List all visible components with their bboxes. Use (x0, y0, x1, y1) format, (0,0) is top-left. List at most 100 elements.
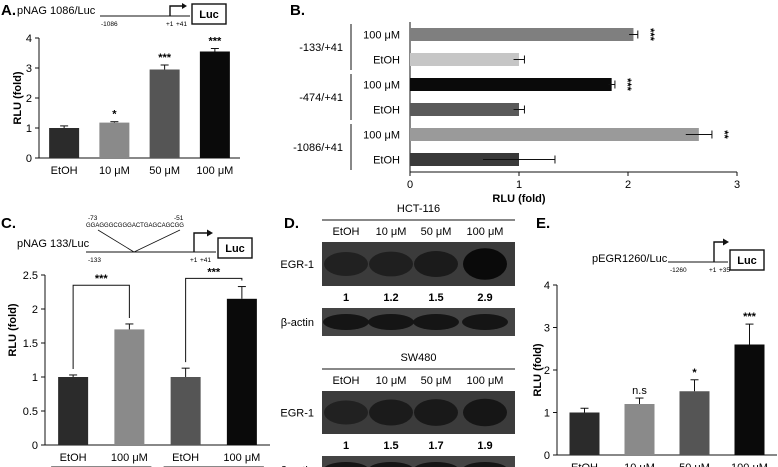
construct-c-zoom-left (97, 229, 135, 253)
construct-a-left: -1086 (101, 21, 118, 28)
blot-actin-band (463, 462, 507, 467)
chartE-ytick-label: 3 (544, 323, 550, 335)
chartC-bar (58, 377, 89, 445)
panel-d-label: D. (284, 215, 299, 232)
panel-e-label: E. (536, 215, 550, 232)
blot-cell-line: SW480 (400, 352, 436, 364)
blot-lane-label: 10 μM (376, 375, 407, 387)
chart-e-ylabel: RLU (fold) (532, 343, 544, 396)
blot-lane-label: 100 μM (467, 375, 504, 387)
blot-quant: 1.5 (428, 292, 443, 304)
blot-actin-band (369, 462, 413, 467)
construct-c-luc: Luc (225, 243, 245, 255)
blot-actin-band (413, 314, 459, 330)
blot-egr1-band (324, 252, 368, 276)
construct-c-tss-arrow (193, 232, 208, 252)
panel-a: A. pNAG 1086/Luc Luc -1086 +1 +41 RLU (f… (1, 2, 240, 177)
blot-actin-band (368, 314, 414, 330)
panel-b-label: B. (290, 2, 305, 19)
construct-c-zoom-right (133, 229, 181, 253)
blot-lane-label: 100 μM (467, 226, 504, 238)
blot-actin-membrane (322, 456, 515, 467)
chart-b-bar (410, 153, 519, 166)
construct-e-name: pEGR1260/Luc (592, 253, 668, 265)
construct-a-arrowhead (182, 3, 187, 9)
chartA-x-label: 100 μM (196, 165, 233, 177)
chart-b-category-label: EtOH (373, 55, 400, 67)
chart-a-ylabel: RLU (fold) (12, 71, 24, 124)
chart-b-significance: *** (621, 78, 633, 92)
construct-e-tss-arrow (713, 241, 724, 262)
chartC-bar (114, 329, 145, 445)
chart-b-xtick-label: 1 (516, 179, 522, 191)
chartA-bar (99, 122, 130, 158)
chartA-significance: *** (208, 36, 222, 48)
blot-lane-label: 50 μM (421, 375, 452, 387)
blot-egr1-band (414, 251, 458, 277)
chart-b-category-label: 100 μM (363, 80, 400, 92)
chartE-bar (624, 404, 655, 455)
chartE-significance: n.s (632, 385, 647, 397)
construct-c-end: +41 (200, 257, 211, 264)
chartA-ytick-label: 3 (26, 63, 32, 75)
chartC-x-label: EtOH (60, 452, 87, 464)
construct-c-name: pNAG 133/Luc (17, 238, 90, 250)
chartE-ytick-label: 4 (544, 280, 550, 292)
chart-b-group-label: -474/+41 (299, 92, 343, 104)
panel-c: C. -73 -51 GGAGGGCGGGACTGAGCAGCGG pNAG 1… (1, 215, 270, 467)
chart-c-significance: *** (95, 273, 109, 285)
blot-quant: 1.7 (428, 440, 443, 452)
chart-b-category-label: EtOH (373, 155, 400, 167)
chartE-significance: *** (743, 311, 757, 323)
blot-egr1-band (414, 399, 458, 426)
chartA-ytick-label: 4 (26, 33, 32, 45)
chartE-ytick-label: 1 (544, 408, 550, 420)
chartA-ytick-label: 0 (26, 153, 32, 165)
western-blots: HCT-116 EtOH 10 μM 50 μM 100 μM EGR-1 1 1.2 1.5 2… (280, 203, 515, 467)
chart-b-significance: *** (644, 28, 656, 42)
blot-lane-label: EtOH (333, 226, 360, 238)
blot-egr1-band (463, 398, 507, 427)
chartA-ytick-label: 1 (26, 123, 32, 135)
chart-b-group-label: -133/+41 (299, 42, 343, 54)
chartC-bar (170, 377, 201, 445)
construct-e-luc: Luc (737, 255, 757, 267)
blot-lane-label: EtOH (333, 375, 360, 387)
blot-quant: 1 (343, 440, 349, 452)
blot-quant: 1.5 (383, 440, 398, 452)
blot-quant: 1 (343, 292, 349, 304)
blot-lane-label: 50 μM (421, 226, 452, 238)
chartC-ytick-label: 2.5 (23, 270, 38, 282)
construct-c-tss: +1 (190, 257, 198, 264)
chart-b-xtick-label: 3 (734, 179, 740, 191)
chartA-significance: * (112, 109, 117, 121)
construct-a-tss: +1 (166, 21, 174, 28)
chart-b-xtick-label: 0 (407, 179, 413, 191)
blot-actin-band (462, 314, 508, 330)
blot-egr1-band (324, 400, 368, 425)
construct-c-luc-box (217, 237, 253, 259)
chartE-x-label: 10 μM (624, 462, 655, 467)
chart-b-significance: ** (718, 130, 730, 139)
blot-actin-band (323, 314, 369, 330)
panel-e: E. pEGR1260/Luc Luc -1260 +1 +35 RLU (fo… (532, 215, 777, 467)
chart-b-bar (410, 128, 699, 141)
construct-e-luc-box (729, 249, 765, 271)
chartA-x-label: 50 μM (149, 165, 180, 177)
chartA-ytick-label: 2 (26, 93, 32, 105)
construct-a-end: +41 (176, 21, 187, 28)
chartE-ytick-label: 2 (544, 365, 550, 377)
blot-quant: 1.9 (477, 440, 492, 452)
chart-b-category-label: 100 μM (363, 30, 400, 42)
construct-c-site-end: -51 (174, 215, 184, 222)
chartA-bar (149, 69, 180, 158)
chartA-bar (49, 128, 80, 158)
construct-c-left: -133 (88, 257, 101, 264)
panel-d: D. HCT-116 EtOH 10 μM 50 μM 100 μM EGR-1 1 1.2 1… (280, 203, 515, 467)
chartC-ytick-label: 2 (32, 304, 38, 316)
blot-quant: 1.2 (383, 292, 398, 304)
construct-c-sequence: GGAGGGCGGGACTGAGCAGCGG (86, 222, 184, 229)
chart-b-group-label: -1086/+41 (293, 142, 343, 154)
